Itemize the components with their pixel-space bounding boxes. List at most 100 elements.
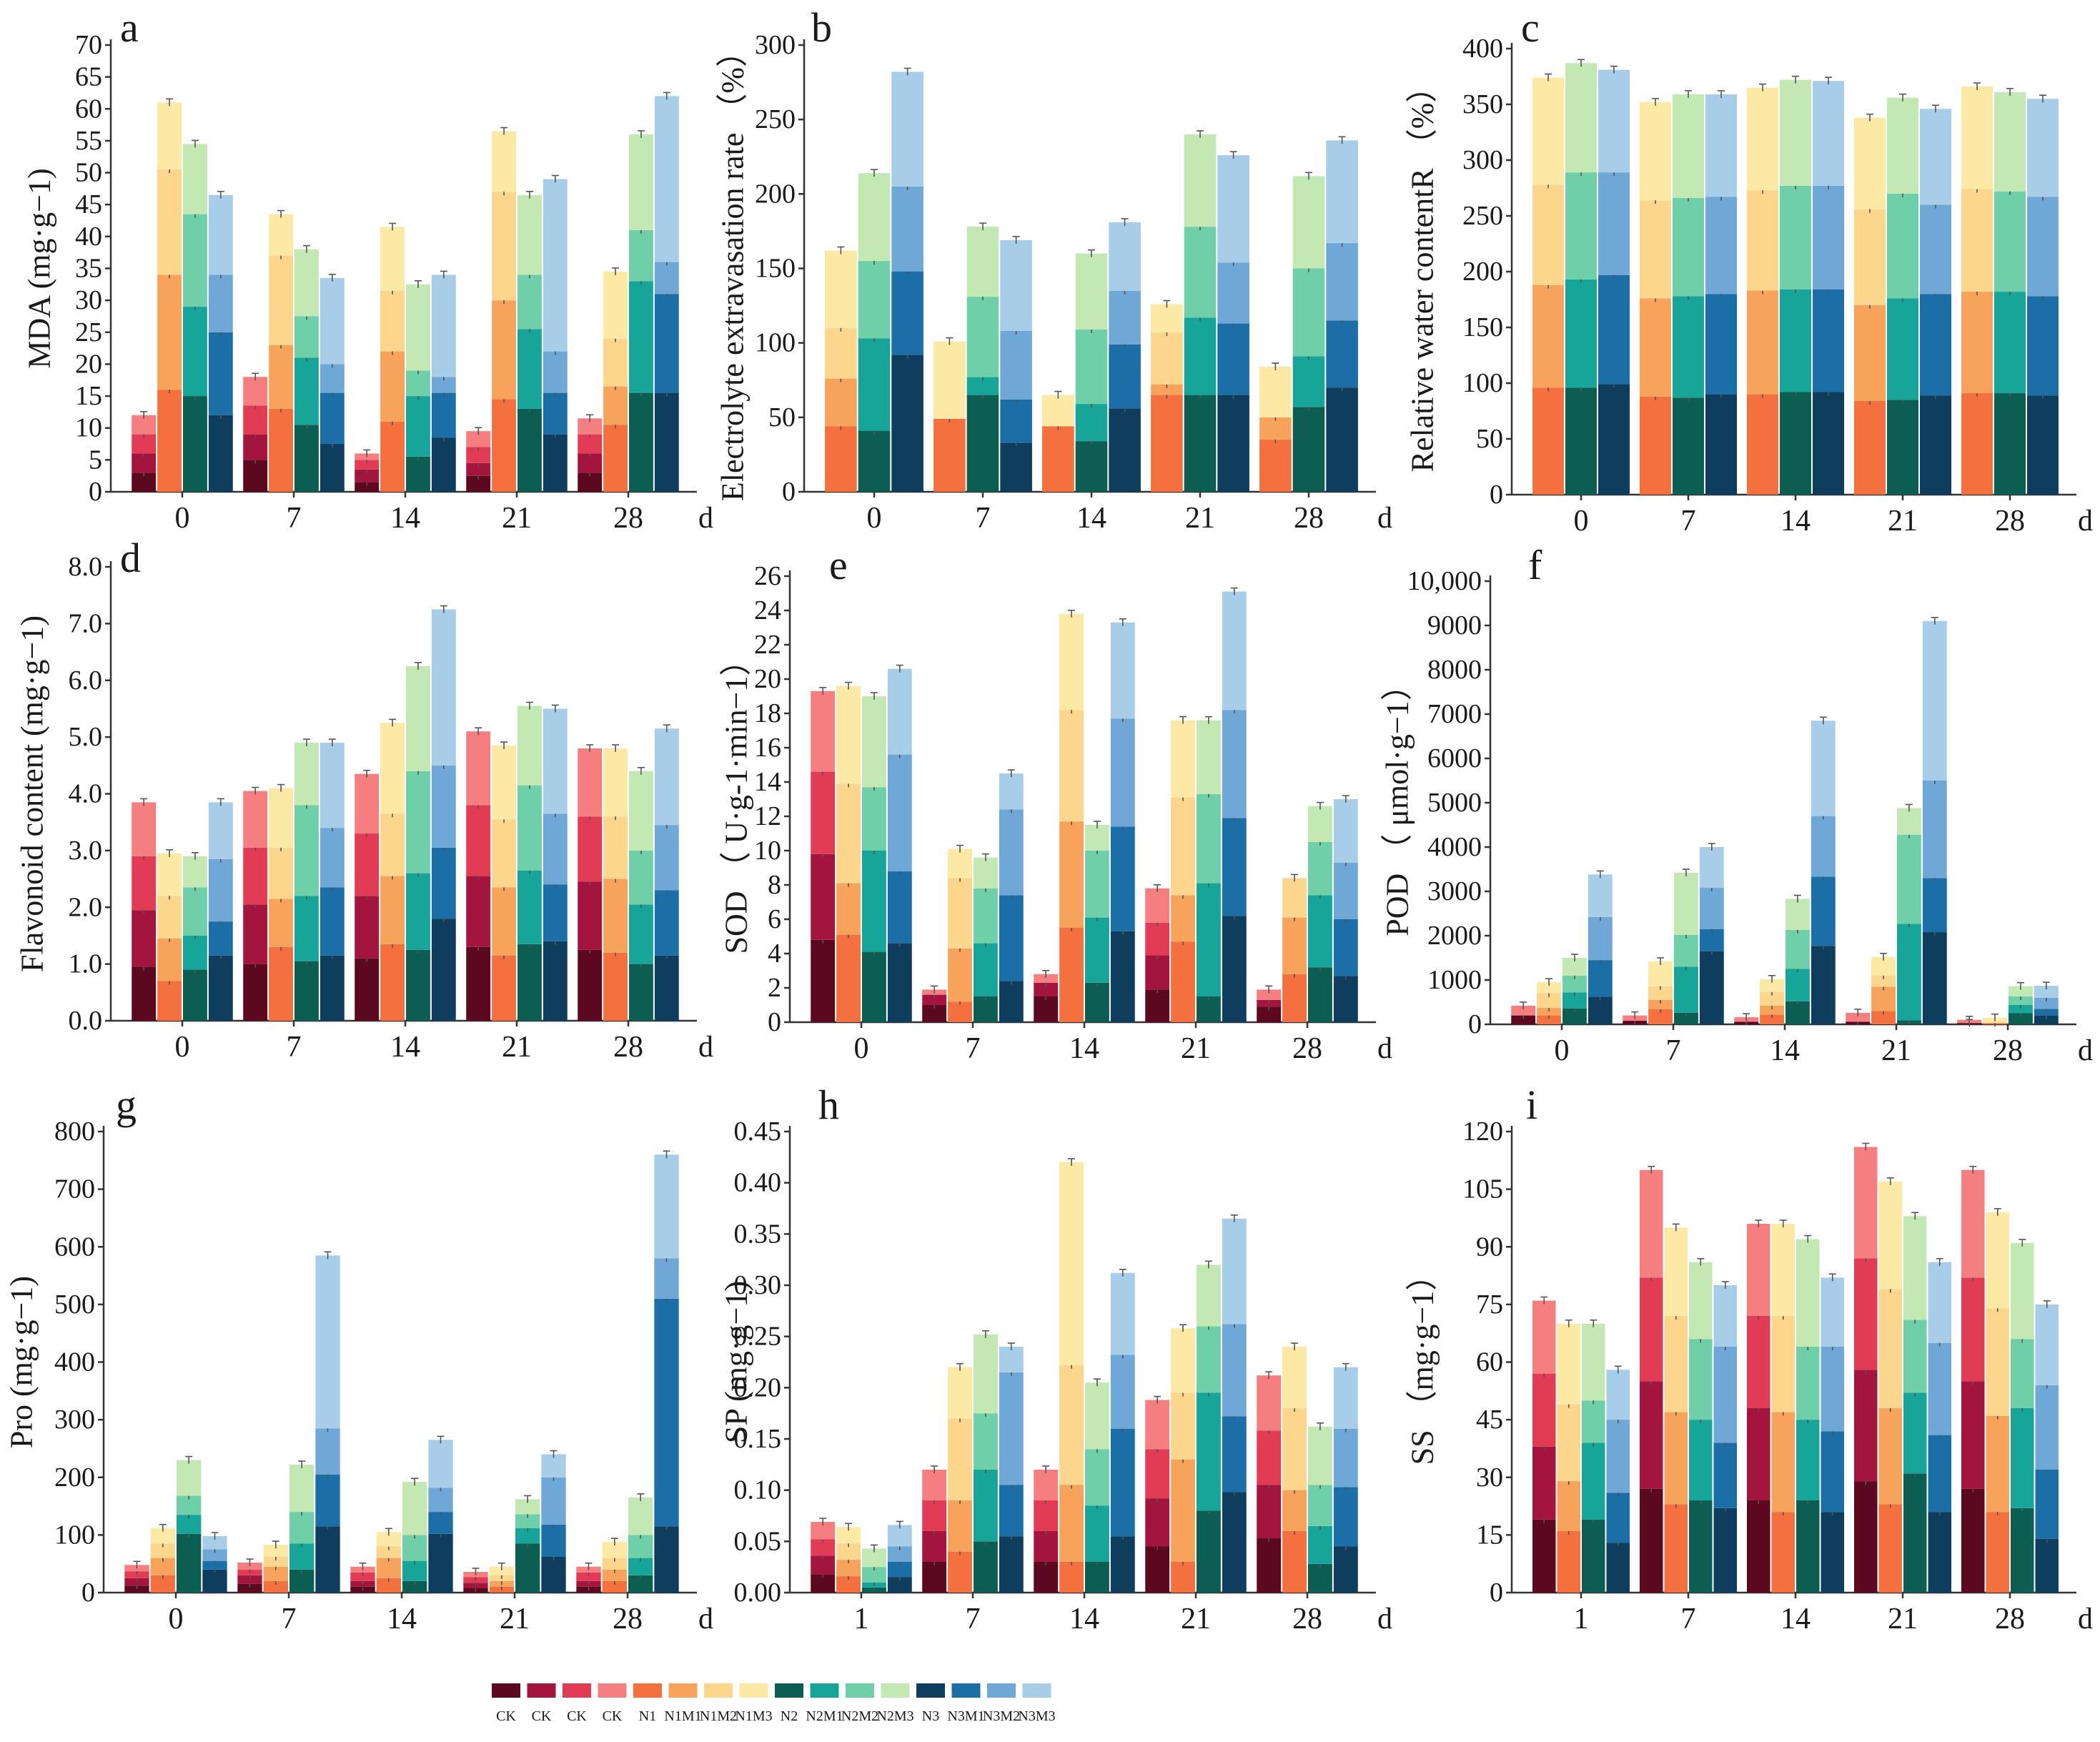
legend-swatch [633,1683,662,1698]
bar-segment [1059,1162,1084,1365]
bar-segment [2009,996,2033,1005]
bar-segment [1308,1426,1332,1485]
bar-segment [1648,961,1673,986]
bar-segment [1854,400,1886,495]
bar-segment [836,783,861,884]
panel-letter: c [1521,4,1540,51]
y-tick-label: 0.35 [734,1219,782,1249]
y-tick-label: 75 [1476,1290,1503,1320]
y-tick-label: 0.25 [734,1322,782,1352]
bar-segment [1606,1420,1630,1493]
x-tick-label: 1 [854,1603,869,1635]
x-tick-label: 1 [1574,1603,1589,1635]
bar-segment [1705,197,1737,295]
x-tick-label: 21 [1185,502,1215,535]
bar-segment [922,1470,947,1500]
bar-segment [1034,1531,1059,1562]
bar-segment [1326,320,1358,388]
bar-segment [376,1546,401,1558]
chart-panel-h: h SP (mg·g−1) 0.00 0.05 0.10 0.15 0.20 0.25 0.30… [719,1082,1393,1635]
bar-segment [602,1580,627,1593]
bar-segment [157,896,182,939]
bar-segment [183,887,207,936]
bar-segment [1760,979,1784,992]
y-tick-label: 200 [1462,257,1503,287]
bar-segment [1511,1005,1536,1016]
bar-segment [406,370,430,397]
bar-segment [1197,793,1221,884]
legend-item: N1M3 [735,1683,773,1724]
bar-segment [948,1367,972,1419]
bar-segment [350,1572,375,1581]
y-tick-label: 60 [75,94,102,124]
bar-segment [269,408,293,492]
bar-segment [1557,1404,1580,1482]
chart-panel-d: d Flavonoid content (mg·g−1) 0.0 1.0 2.0 3.0 4… [15,535,714,1064]
bar-segment [1145,922,1170,956]
y-tick-label: 0.10 [734,1475,782,1505]
bar-segment [1994,393,2026,495]
bar-segment [515,1499,540,1515]
bar-segment [2009,1013,2033,1024]
bar-segment [431,847,456,919]
y-tick-label: 26 [754,561,781,591]
bar-segment [1674,966,1698,1013]
bar-segment [1920,204,1951,295]
bar-segment [1145,1546,1170,1593]
bar-segment [1747,290,1778,395]
bar-segment [320,743,345,828]
bar-segment [1034,974,1059,983]
bar-segment [887,1562,912,1578]
bar-segment [1537,1015,1561,1024]
bar-segment [315,1428,340,1475]
bar-segment [1673,296,1704,398]
bar-segment [515,1514,540,1528]
bar-segment [1257,1538,1282,1593]
bar-segment [891,355,923,492]
bar-segment [1085,1449,1109,1506]
x-axis-unit: d [698,502,713,535]
bar-segment [380,290,405,352]
y-tick-label: 10 [754,836,781,866]
chart-panel-g: g Pro (mg·g−1) 0 100 200 300 400 500 600 700 800 0 7… [4,1082,714,1635]
y-tick-label: 6 [768,904,781,934]
bar-segment [243,460,268,492]
legend-label: N3M1 [947,1708,984,1724]
legend-label: CK [496,1708,516,1724]
bar-segment [811,853,836,940]
bar-segment [1606,1370,1630,1420]
y-axis-label: Pro (mg·g−1) [4,1276,39,1448]
y-axis-label: Electrolyte extravasation rate （%） [715,36,751,501]
legend-swatch [668,1683,698,1698]
chart-panel-c: c Relative water contentR （%） 0 50 100 150 200… [1405,4,2094,538]
bar-segment [1673,397,1704,495]
bar-segment [1760,991,1784,1006]
bar-segment [294,249,319,317]
bar-segment [1532,1446,1556,1520]
y-tick-label: 2.0 [69,892,103,922]
bar-segment [543,434,568,492]
bar-segment [1903,1473,1927,1593]
bar-segment [492,887,516,956]
bar-segment [887,943,912,1022]
bar-segment [1796,1420,1820,1500]
bar-segment [1075,253,1108,330]
bar-segment [315,1474,340,1527]
bar-segment [1222,818,1247,916]
bar-segment [1961,393,1993,495]
bar-segment [431,437,456,492]
bar-segment [1811,721,1836,816]
bar-segment [1922,878,1947,933]
x-tick-label: 21 [1888,505,1918,538]
bar-segment [1184,227,1217,318]
bar-segment [157,274,182,390]
legend-label: N3 [922,1708,939,1724]
bar-segment [315,1255,340,1429]
bar-segment [402,1580,427,1593]
y-tick-label: 200 [54,1463,95,1493]
bar-segment [1151,395,1183,492]
bar-segment [466,946,491,1021]
bar-segment [1217,395,1249,492]
bar-segment [858,430,891,492]
bar-segment [1699,847,1724,889]
